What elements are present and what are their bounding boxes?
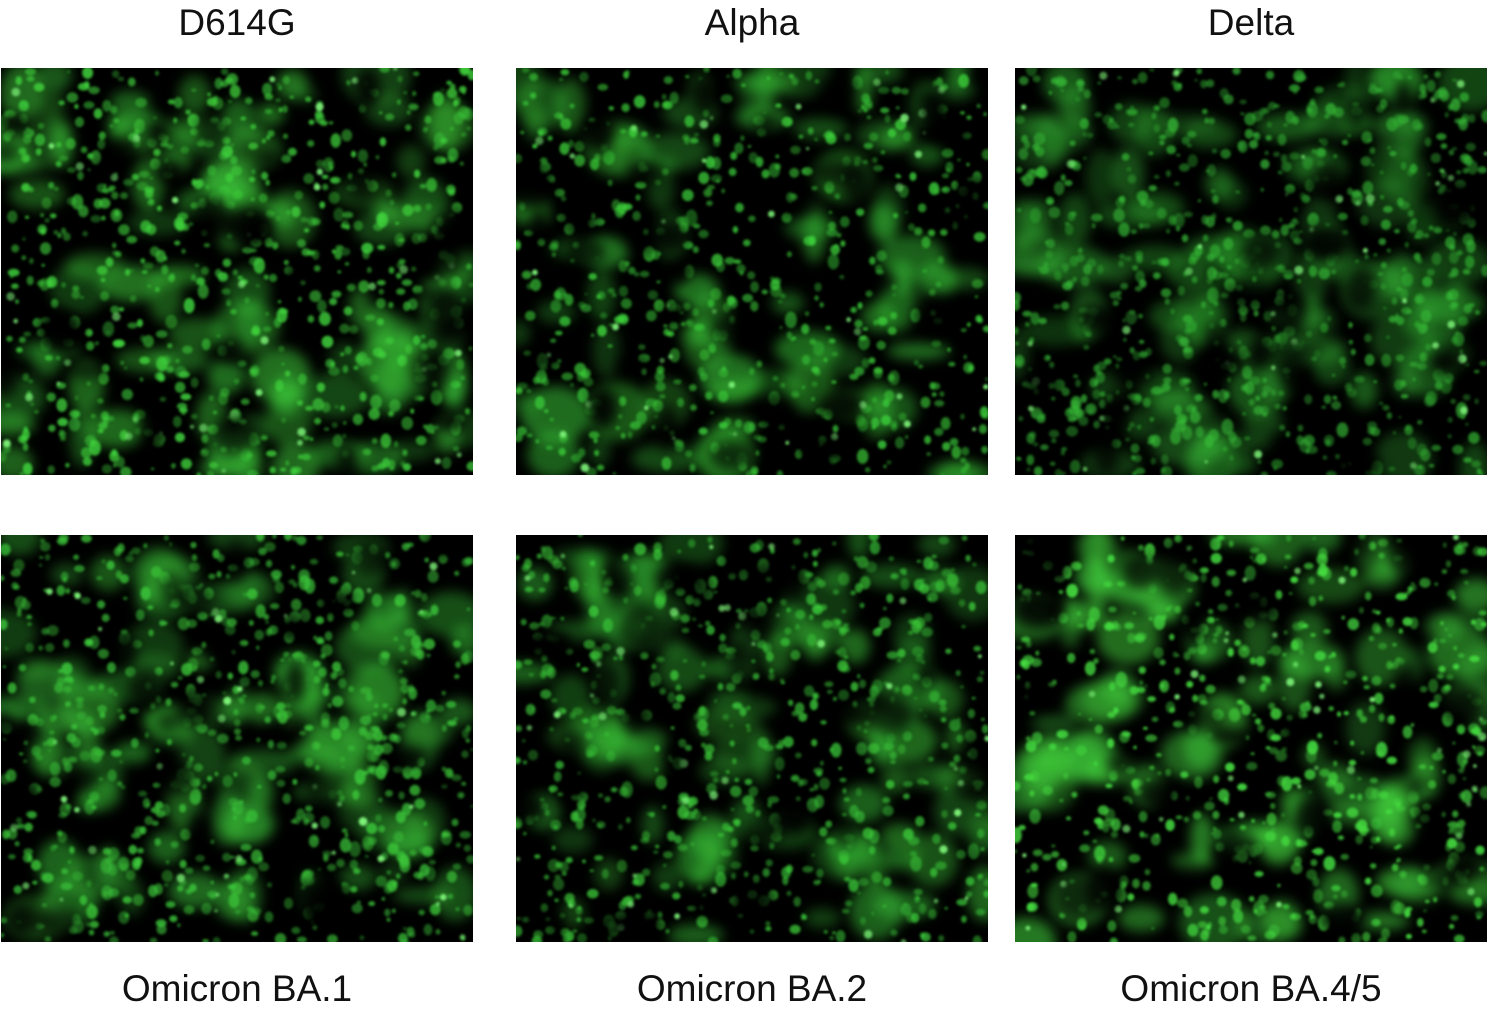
micrograph-alpha — [516, 68, 988, 475]
micrograph-texture — [1015, 68, 1487, 475]
panel-label-delta: Delta — [1207, 2, 1295, 43]
panel-label-d614g: D614G — [178, 2, 296, 43]
micrograph-omicron-ba45 — [1015, 535, 1487, 942]
micrograph-omicron-ba1 — [1, 535, 473, 942]
micrograph-texture — [1, 68, 473, 475]
micrograph-delta — [1015, 68, 1487, 475]
micrograph-omicron-ba2 — [516, 535, 988, 942]
micrograph-d614g — [1, 68, 473, 475]
panel-label-omicron-ba45: Omicron BA.4/5 — [1120, 968, 1382, 1009]
micrograph-texture — [516, 535, 988, 942]
panel-label-omicron-ba2: Omicron BA.2 — [636, 968, 868, 1009]
micrograph-texture — [1, 535, 473, 942]
micrograph-texture — [1015, 535, 1487, 942]
panel-label-alpha: Alpha — [704, 2, 800, 43]
micrograph-texture — [516, 68, 988, 475]
panel-label-omicron-ba1: Omicron BA.1 — [121, 968, 353, 1009]
